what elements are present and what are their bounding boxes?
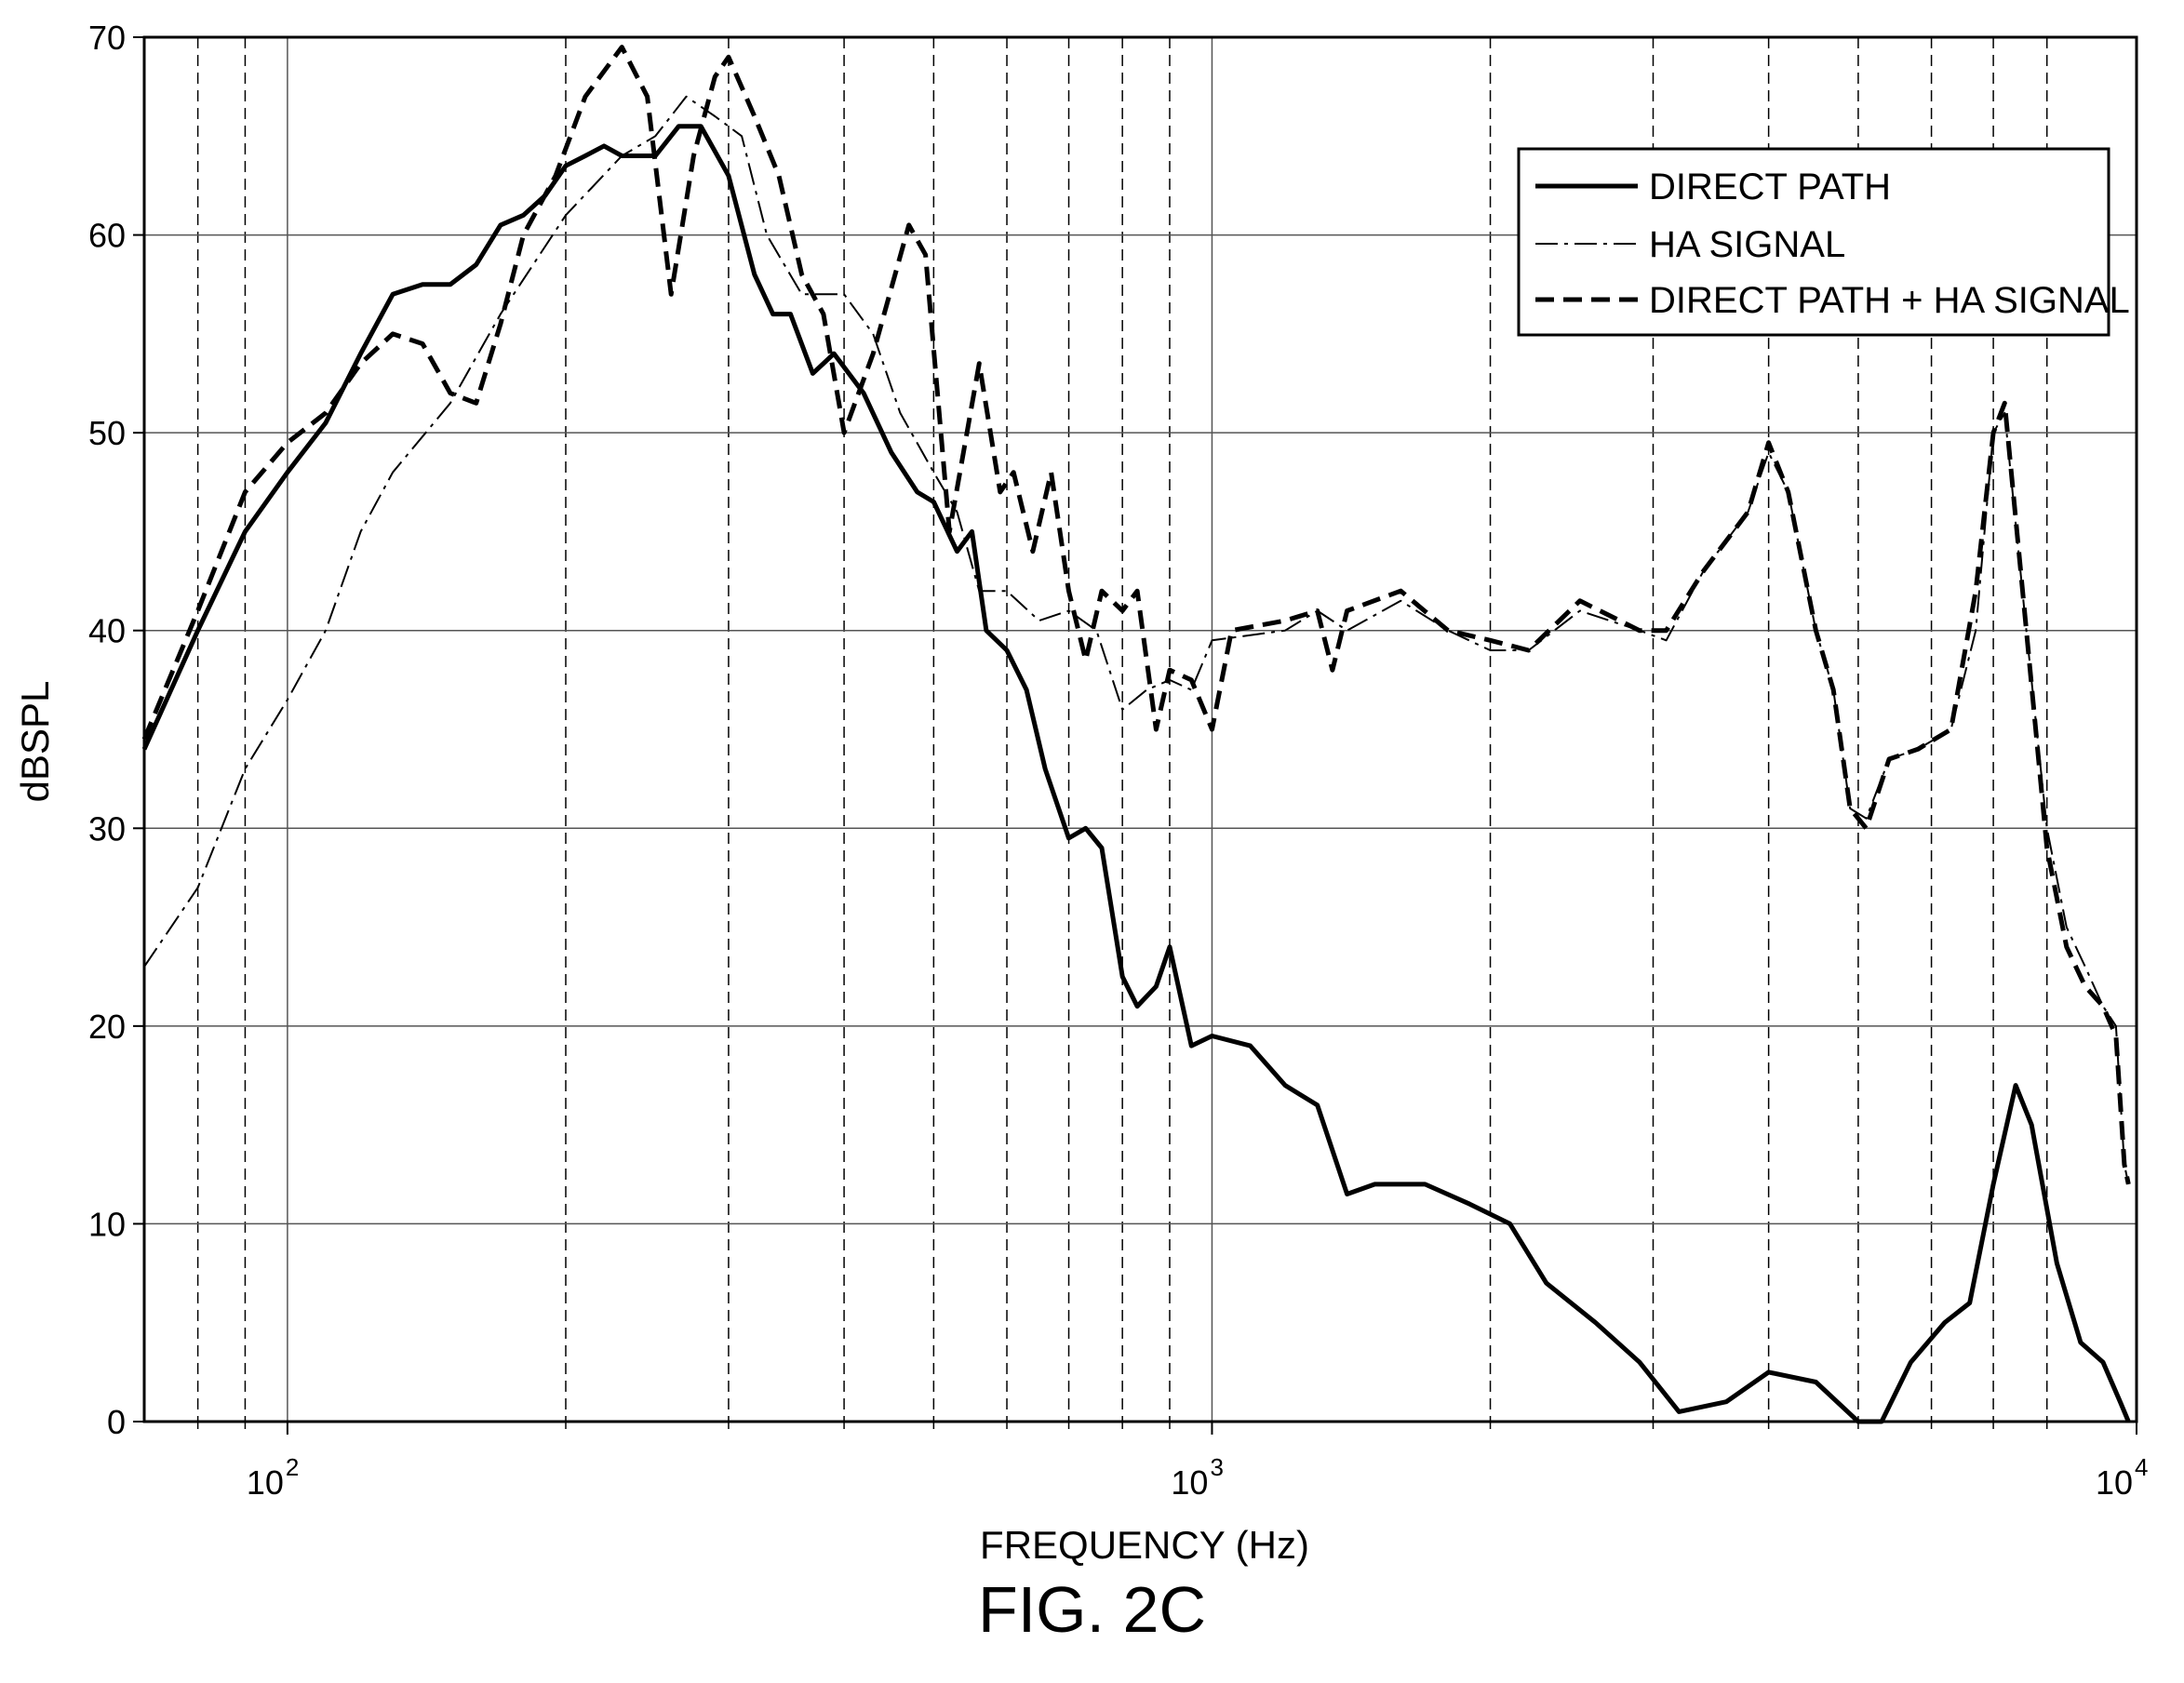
legend: DIRECT PATH HA SIGNAL DIRECT PATH + HA S…: [1517, 147, 2130, 337]
x-tick-label: 10: [1171, 1463, 1208, 1502]
x-tick-label: 10: [247, 1463, 284, 1502]
x-axis-title: FREQUENCY (Hz): [980, 1523, 1309, 1567]
y-tick-label: 50: [88, 414, 126, 452]
plot-frame: [142, 35, 2138, 1423]
legend-label-combined: DIRECT PATH + HA SIGNAL: [1649, 280, 2130, 321]
y-axis-title: dBSPL: [13, 681, 57, 803]
y-tick-label: 10: [88, 1205, 126, 1243]
x-axis-ticks: 10 2 10 3 10 4: [196, 1422, 2148, 1502]
x-tick-exponent: 3: [1210, 1453, 1223, 1481]
y-tick-label: 60: [88, 217, 126, 255]
y-tick-label: 20: [88, 1008, 126, 1046]
series-line-ha-signal: [143, 95, 2130, 1185]
legend-label-ha-signal: HA SIGNAL: [1649, 224, 1845, 265]
y-tick-label: 30: [88, 809, 126, 848]
legend-box: [1517, 147, 2110, 337]
figure-caption: FIG. 2C: [977, 1573, 1207, 1646]
y-tick-label: 40: [88, 612, 126, 650]
legend-label-direct-path: DIRECT PATH: [1649, 167, 1891, 207]
series-line-direct-path-ha-signal: [141, 45, 2131, 1185]
x-tick-exponent: 2: [286, 1453, 299, 1481]
y-tick-label: 0: [107, 1403, 126, 1441]
y-tick-label: 70: [88, 19, 126, 57]
x-tick-exponent: 4: [2135, 1453, 2148, 1481]
x-tick-label: 10: [2096, 1463, 2133, 1502]
y-axis-ticks: 0 10 20 30 40 50 60 70: [88, 19, 144, 1441]
